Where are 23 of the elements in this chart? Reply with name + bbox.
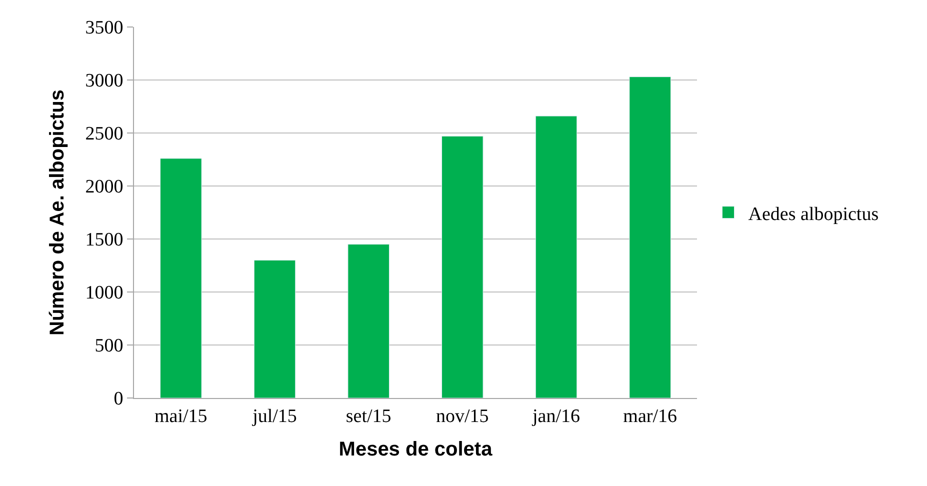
y-tick-label: 3000 <box>85 70 124 92</box>
y-axis-title: Número de Ae. albopictus <box>46 90 69 336</box>
y-tick-label: 1500 <box>85 230 124 251</box>
bar <box>442 136 484 398</box>
x-tick-label: jan/16 <box>532 406 580 427</box>
x-tick-label: mar/16 <box>623 406 677 427</box>
bar <box>535 116 578 398</box>
y-tick-label: 1000 <box>85 282 124 304</box>
y-tick-label: 0 <box>114 388 124 410</box>
bar <box>160 158 202 398</box>
x-tick-label: set/15 <box>346 406 392 427</box>
bar <box>254 260 296 398</box>
x-axis-title: Meses de coleta <box>338 438 494 460</box>
bar <box>348 244 390 398</box>
bar <box>629 76 671 398</box>
y-tick-label: 500 <box>94 336 124 357</box>
legend-label: Aedes albopictus <box>748 204 879 225</box>
y-tick-label: 2000 <box>85 176 124 198</box>
x-tick-label: jul/15 <box>252 406 297 427</box>
x-tick-label: nov/15 <box>436 406 489 427</box>
y-tick-label: 2500 <box>85 124 124 145</box>
y-tick-label: 3500 <box>85 18 124 39</box>
x-tick-label: mai/15 <box>154 406 208 427</box>
